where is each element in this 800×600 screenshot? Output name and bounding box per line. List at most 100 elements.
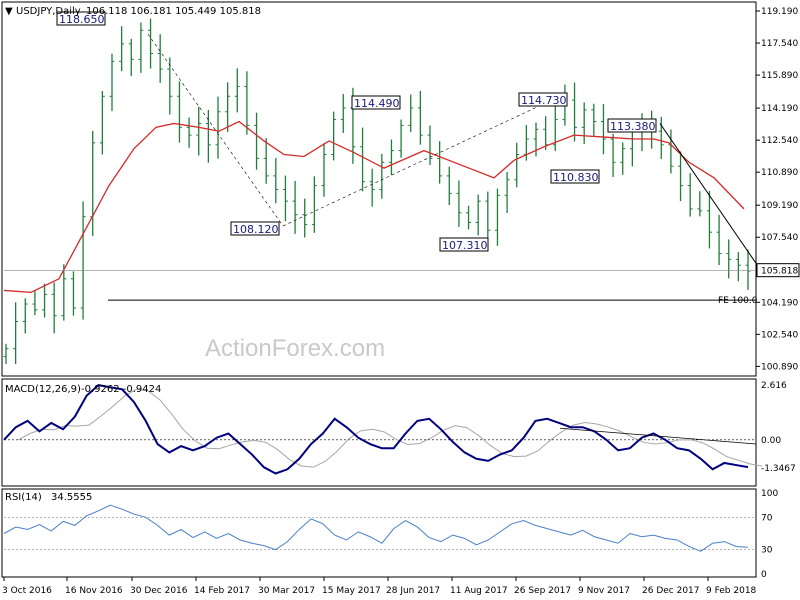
x-tick-label: 14 Feb 2017 (194, 586, 250, 596)
macd-layer (3, 384, 763, 475)
x-tick-label: 16 Nov 2016 (65, 586, 123, 596)
price-bar (70, 271, 76, 316)
price-bar (706, 190, 712, 249)
price-bar (687, 173, 693, 217)
rsi-layer (3, 504, 756, 552)
annotation-label: 113.380 (610, 120, 656, 133)
price-bar (572, 82, 578, 142)
rsi-line (3, 504, 749, 552)
y-tick-label: 115.890 (761, 71, 798, 81)
axis-layer: 119.190 117.540 115.890 114.190 112.540 110.8… (2, 7, 800, 596)
price-bar (504, 171, 510, 213)
price-bar (360, 127, 366, 192)
rsi-header: RSI(14) 34.5555 (5, 492, 92, 503)
x-tick-label: 9 Nov 2017 (578, 586, 630, 596)
macd-tick-label: 2.616 (761, 381, 787, 391)
price-bar (735, 252, 741, 282)
x-tick-label: 9 Feb 2018 (706, 586, 757, 596)
price-bar (167, 57, 173, 115)
macd-header: MACD(12,26,9) -0.9262 -0.9424 (5, 384, 161, 395)
x-tick-label: 28 Jun 2017 (386, 586, 440, 596)
price-bar (302, 198, 308, 238)
price-bar (225, 82, 231, 132)
annotation-box (607, 118, 657, 133)
price-trendline (659, 123, 757, 264)
price-bar (13, 302, 19, 364)
price-bar (466, 205, 472, 230)
annotation-label: 118.650 (59, 13, 105, 26)
x-tick-label: 30 Mar 2017 (258, 586, 315, 596)
price-bar (475, 194, 481, 236)
y-tick-label: 110.890 (761, 168, 798, 178)
price-annotation: 114.730 (518, 92, 568, 107)
price-bar (610, 133, 616, 177)
price-bar (51, 282, 57, 334)
price-bar (581, 102, 587, 144)
price-annotation: 110.830 (550, 169, 600, 184)
price-bar (514, 142, 520, 188)
annotation-label: 107.310 (442, 239, 488, 252)
annotation-box (518, 92, 568, 107)
y-tick-label: 112.540 (761, 136, 798, 146)
price-bar (678, 151, 684, 202)
projection-dashed-line (282, 95, 561, 227)
price-bar (186, 117, 192, 148)
annotation-box (230, 221, 280, 236)
price-bar (697, 191, 703, 217)
macd-tick-label: -1.3467 (761, 464, 796, 474)
price-bar (32, 290, 38, 316)
macd-panel-frame (1, 378, 757, 487)
rsi-tick-label: 30 (761, 546, 773, 556)
price-bar (196, 106, 202, 156)
price-bar (726, 239, 732, 279)
price-bar (119, 26, 125, 72)
price-bar (340, 94, 346, 133)
price-bar (321, 143, 327, 197)
annotation-label: 108.120 (233, 223, 279, 236)
price-bar (157, 34, 163, 83)
price-annotation: 118.650 (56, 11, 106, 26)
price-bar (128, 38, 134, 77)
price-bar (254, 112, 260, 170)
symbol-label: USDJPY,Daily (16, 6, 81, 17)
price-panel-frame (1, 1, 757, 377)
price-bar (99, 90, 105, 155)
price-bar (22, 298, 28, 334)
y-tick-label: 105.818 (761, 267, 798, 277)
price-bar (456, 180, 462, 227)
annotation-box (351, 95, 401, 110)
price-bar (331, 111, 337, 161)
price-bar (263, 138, 269, 184)
price-bar (215, 96, 221, 159)
price-annotation: 113.380 (607, 118, 657, 133)
price-bar (244, 71, 250, 135)
price-bar (427, 125, 433, 166)
price-bar (273, 158, 279, 204)
rsi-label: RSI(14) (5, 492, 42, 503)
price-bar (234, 68, 240, 113)
y-tick-label: 109.190 (761, 201, 798, 211)
rsi-tick-label: 0 (761, 570, 767, 580)
header-triangle: ▼ (5, 6, 13, 17)
y-tick-label: 119.190 (761, 7, 798, 17)
price-bar (658, 116, 664, 159)
price-layer: 118.650 108.120 114.490 107.310 114.730 110.8… (3, 11, 757, 364)
rsi-tick-label: 100 (761, 489, 778, 499)
price-bar (292, 180, 298, 234)
y-tick-label: 104.190 (761, 298, 798, 308)
rsi-tick-label: 70 (761, 513, 773, 523)
rsi-panel-frame (1, 488, 757, 578)
macd-values: -0.9262 -0.9424 (81, 384, 161, 395)
moving-average-line (3, 120, 745, 294)
price-annotation: 108.120 (230, 221, 280, 236)
price-bar (3, 343, 9, 364)
y-tick-label: 100.890 (761, 362, 798, 372)
price-bar (388, 139, 394, 176)
price-bar (600, 104, 606, 155)
annotation-label: 110.830 (553, 171, 599, 184)
price-bar (80, 201, 86, 320)
price-bar (148, 18, 154, 69)
annotation-label: 114.490 (354, 97, 400, 110)
price-bar (311, 176, 317, 233)
